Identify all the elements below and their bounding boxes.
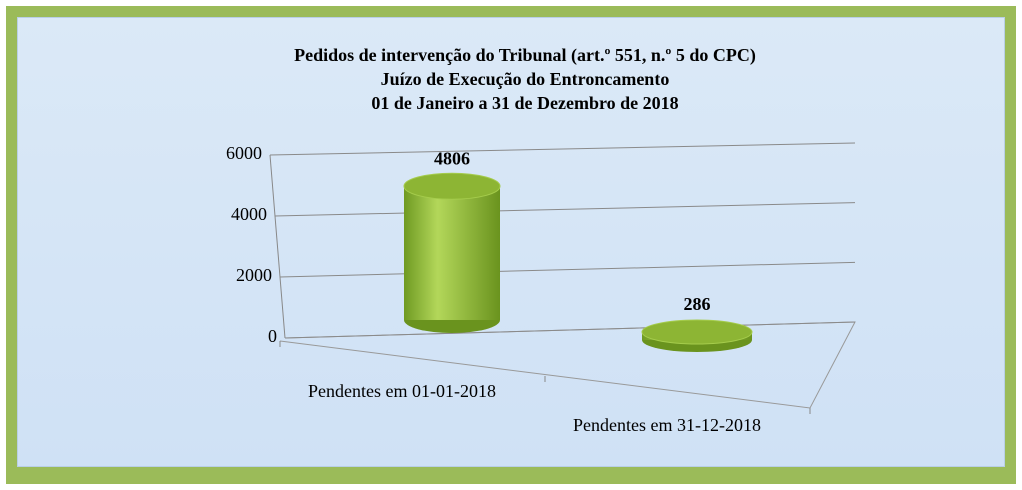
data-label: 4806: [434, 148, 470, 168]
y-tick-label: 4000: [231, 204, 267, 224]
chart-area: [18, 18, 1004, 466]
bar-top: [641, 319, 753, 345]
y-tick-label: 2000: [236, 265, 272, 285]
chart-title: 01 de Janeiro a 31 de Dezembro de 2018: [371, 93, 678, 113]
axis-wall: [269, 154, 286, 339]
grid-line: [279, 261, 856, 278]
chart-title: Juízo de Execução do Entroncamento: [381, 69, 670, 89]
grid-line: [274, 202, 856, 217]
y-tick-label: 6000: [226, 143, 262, 163]
chart-title: Pedidos de intervenção do Tribunal (art.…: [294, 45, 756, 66]
bar: [404, 186, 500, 320]
grid-line: [269, 142, 856, 156]
data-label: 286: [684, 294, 711, 314]
x-tick-label: Pendentes em 01-01-2018: [308, 381, 496, 401]
bar-top: [403, 172, 501, 200]
x-tick-label: Pendentes em 31-12-2018: [573, 415, 761, 435]
grid-line: [284, 321, 856, 339]
y-tick-label: 0: [268, 326, 277, 346]
